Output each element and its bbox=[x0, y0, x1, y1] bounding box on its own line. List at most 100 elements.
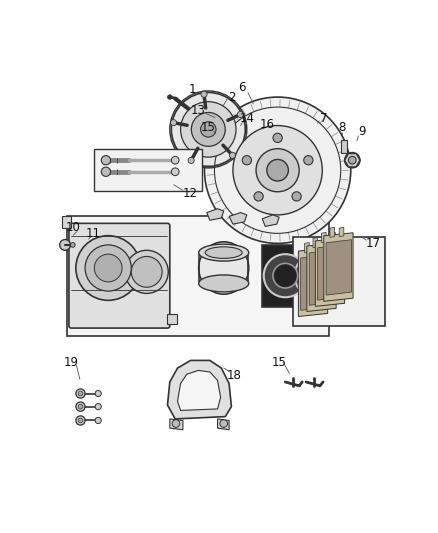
Circle shape bbox=[230, 152, 236, 158]
Polygon shape bbox=[326, 240, 352, 295]
Circle shape bbox=[101, 167, 110, 176]
Polygon shape bbox=[307, 243, 336, 311]
Circle shape bbox=[60, 239, 71, 251]
Polygon shape bbox=[298, 248, 328, 317]
FancyBboxPatch shape bbox=[69, 223, 170, 328]
Polygon shape bbox=[321, 232, 326, 243]
Ellipse shape bbox=[199, 244, 249, 261]
Circle shape bbox=[76, 236, 141, 301]
Circle shape bbox=[264, 254, 307, 297]
Circle shape bbox=[220, 419, 228, 427]
Polygon shape bbox=[229, 213, 247, 224]
Circle shape bbox=[205, 97, 351, 244]
Circle shape bbox=[171, 168, 179, 175]
Polygon shape bbox=[167, 314, 177, 324]
Circle shape bbox=[304, 263, 328, 288]
Polygon shape bbox=[339, 228, 344, 237]
Circle shape bbox=[254, 192, 263, 201]
Ellipse shape bbox=[199, 275, 249, 292]
Polygon shape bbox=[62, 216, 71, 228]
Circle shape bbox=[167, 95, 172, 99]
Text: 14: 14 bbox=[239, 112, 254, 125]
Polygon shape bbox=[207, 209, 224, 220]
Polygon shape bbox=[218, 419, 229, 430]
Circle shape bbox=[131, 256, 162, 287]
Circle shape bbox=[170, 119, 177, 126]
Circle shape bbox=[95, 417, 101, 424]
Text: 1: 1 bbox=[189, 83, 197, 96]
Circle shape bbox=[256, 149, 299, 192]
Text: 18: 18 bbox=[227, 369, 242, 382]
Circle shape bbox=[345, 152, 360, 168]
Circle shape bbox=[273, 133, 282, 142]
Polygon shape bbox=[324, 233, 353, 301]
Circle shape bbox=[242, 156, 251, 165]
Polygon shape bbox=[301, 255, 326, 310]
Polygon shape bbox=[170, 419, 183, 430]
Polygon shape bbox=[315, 238, 345, 306]
Circle shape bbox=[95, 391, 101, 397]
Text: 12: 12 bbox=[183, 187, 198, 200]
Bar bbox=[262, 245, 339, 306]
Circle shape bbox=[78, 418, 83, 423]
Text: 10: 10 bbox=[65, 222, 80, 235]
Circle shape bbox=[180, 102, 236, 157]
Polygon shape bbox=[322, 238, 327, 247]
Circle shape bbox=[171, 92, 245, 166]
Polygon shape bbox=[331, 232, 336, 241]
Text: 15: 15 bbox=[201, 122, 216, 134]
Polygon shape bbox=[309, 250, 335, 305]
Polygon shape bbox=[318, 245, 343, 300]
Circle shape bbox=[125, 251, 168, 294]
Circle shape bbox=[188, 157, 194, 164]
Circle shape bbox=[201, 122, 216, 137]
Text: 15: 15 bbox=[272, 356, 286, 369]
Circle shape bbox=[267, 159, 288, 181]
Circle shape bbox=[294, 254, 338, 297]
Bar bbox=[341, 140, 347, 152]
Circle shape bbox=[76, 416, 85, 425]
Polygon shape bbox=[330, 228, 335, 237]
Circle shape bbox=[94, 254, 122, 282]
Circle shape bbox=[349, 156, 356, 164]
Circle shape bbox=[201, 91, 207, 98]
Text: 11: 11 bbox=[85, 227, 100, 240]
Polygon shape bbox=[345, 154, 360, 167]
Circle shape bbox=[101, 156, 110, 165]
Circle shape bbox=[85, 245, 131, 291]
Bar bbox=[293, 237, 385, 326]
Text: 16: 16 bbox=[260, 117, 275, 131]
Text: 13: 13 bbox=[191, 103, 206, 117]
Circle shape bbox=[171, 156, 179, 164]
Ellipse shape bbox=[199, 242, 249, 294]
Circle shape bbox=[78, 391, 83, 396]
Polygon shape bbox=[313, 238, 318, 247]
Circle shape bbox=[292, 192, 301, 201]
Polygon shape bbox=[304, 243, 309, 253]
Text: 19: 19 bbox=[64, 356, 79, 369]
Text: 8: 8 bbox=[339, 122, 346, 134]
Text: 2: 2 bbox=[228, 91, 235, 103]
Polygon shape bbox=[314, 243, 318, 252]
Text: 17: 17 bbox=[366, 237, 381, 250]
Text: 9: 9 bbox=[359, 125, 366, 138]
Circle shape bbox=[71, 243, 75, 247]
Text: 7: 7 bbox=[320, 112, 328, 125]
Polygon shape bbox=[167, 360, 231, 419]
Circle shape bbox=[76, 402, 85, 411]
Circle shape bbox=[191, 112, 225, 147]
Bar bbox=[94, 149, 202, 191]
Polygon shape bbox=[177, 370, 221, 410]
Text: 6: 6 bbox=[238, 82, 246, 94]
Circle shape bbox=[304, 156, 313, 165]
Circle shape bbox=[233, 126, 322, 215]
Circle shape bbox=[78, 405, 83, 409]
Circle shape bbox=[172, 419, 180, 427]
Circle shape bbox=[273, 263, 298, 288]
Circle shape bbox=[237, 111, 244, 117]
Bar bbox=[67, 216, 329, 336]
Circle shape bbox=[76, 389, 85, 398]
Ellipse shape bbox=[205, 247, 242, 259]
Polygon shape bbox=[262, 215, 279, 227]
Circle shape bbox=[95, 403, 101, 410]
